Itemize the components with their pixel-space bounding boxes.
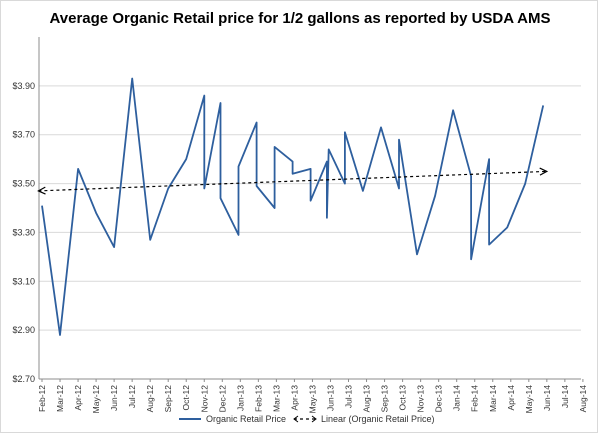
- x-tick-label: Oct-13: [398, 385, 408, 411]
- x-tick-label: Mar-13: [271, 385, 281, 412]
- x-tick-label: Apr-13: [289, 385, 299, 411]
- price-series-line: [41, 77, 545, 336]
- legend-label-trend: Linear (Organic Retail Price): [321, 414, 435, 424]
- x-tick-label: Jan-13: [235, 385, 245, 411]
- x-tick-label: Jun-14: [542, 385, 552, 411]
- x-tick-label: Jan-14: [452, 385, 462, 411]
- x-tick-label: Jul-14: [560, 385, 570, 408]
- x-tick-label: Dec-12: [217, 385, 227, 413]
- x-tick-label: Sep-13: [380, 385, 390, 413]
- x-tick-label: Jul-12: [127, 385, 137, 408]
- y-axis-ticks: $2.70 $2.90 $3.10 $3.30 $3.50 $3.70 $3.90: [12, 81, 35, 384]
- legend: Organic Retail Price Linear (Organic Reta…: [179, 414, 435, 424]
- chart-title: Average Organic Retail price for 1/2 gal…: [50, 10, 551, 27]
- x-tick-label: May-14: [524, 385, 534, 414]
- legend-arrow-right: [311, 415, 317, 423]
- series-layer: [37, 77, 549, 336]
- x-tick-label: Aug-12: [145, 385, 155, 413]
- x-tick-label: Dec-13: [434, 385, 444, 413]
- y-tick-label: $3.30: [12, 227, 35, 237]
- x-tick-label: Nov-13: [416, 385, 426, 413]
- x-tick-label: Aug-13: [362, 385, 372, 413]
- trendline-series: [38, 170, 547, 192]
- trendline-arrowhead: [539, 167, 549, 176]
- x-tick-label: Sep-12: [163, 385, 173, 413]
- x-tick-label: Feb-14: [470, 385, 480, 412]
- x-tick-label: Nov-12: [199, 385, 209, 413]
- y-tick-label: $3.50: [12, 179, 35, 189]
- y-tick-label: $2.90: [12, 325, 35, 335]
- x-tick-label: Feb-12: [37, 385, 47, 412]
- x-tick-label: Feb-13: [253, 385, 263, 412]
- x-tick-label: Apr-14: [506, 385, 516, 411]
- x-tick-label: May-12: [91, 385, 101, 414]
- x-tick-label: Mar-14: [488, 385, 498, 412]
- y-tick-label: $3.10: [12, 276, 35, 286]
- legend-label-price: Organic Retail Price: [206, 414, 286, 424]
- y-tick-label: $2.70: [12, 374, 35, 384]
- x-tick-label: Jul-13: [344, 385, 354, 408]
- x-axis-ticks: Feb-12 Mar-12 Apr-12 May-12 Jun-12 Jul-12 Aug-…: [37, 379, 588, 413]
- x-tick-label: May-13: [307, 385, 317, 414]
- axes: [38, 37, 581, 380]
- x-tick-label: Apr-12: [73, 385, 83, 411]
- x-tick-label: Oct-12: [181, 385, 191, 411]
- y-tick-label: $3.70: [12, 130, 35, 140]
- x-tick-label: Mar-12: [55, 385, 65, 412]
- legend-arrow-left: [293, 415, 299, 423]
- x-tick-label: Jun-12: [109, 385, 119, 411]
- x-tick-label: Aug-14: [578, 385, 588, 413]
- gridlines: [39, 85, 581, 380]
- x-tick-label: Jun-13: [325, 385, 335, 411]
- y-tick-label: $3.90: [12, 81, 35, 91]
- trendline-arrowhead: [37, 186, 46, 195]
